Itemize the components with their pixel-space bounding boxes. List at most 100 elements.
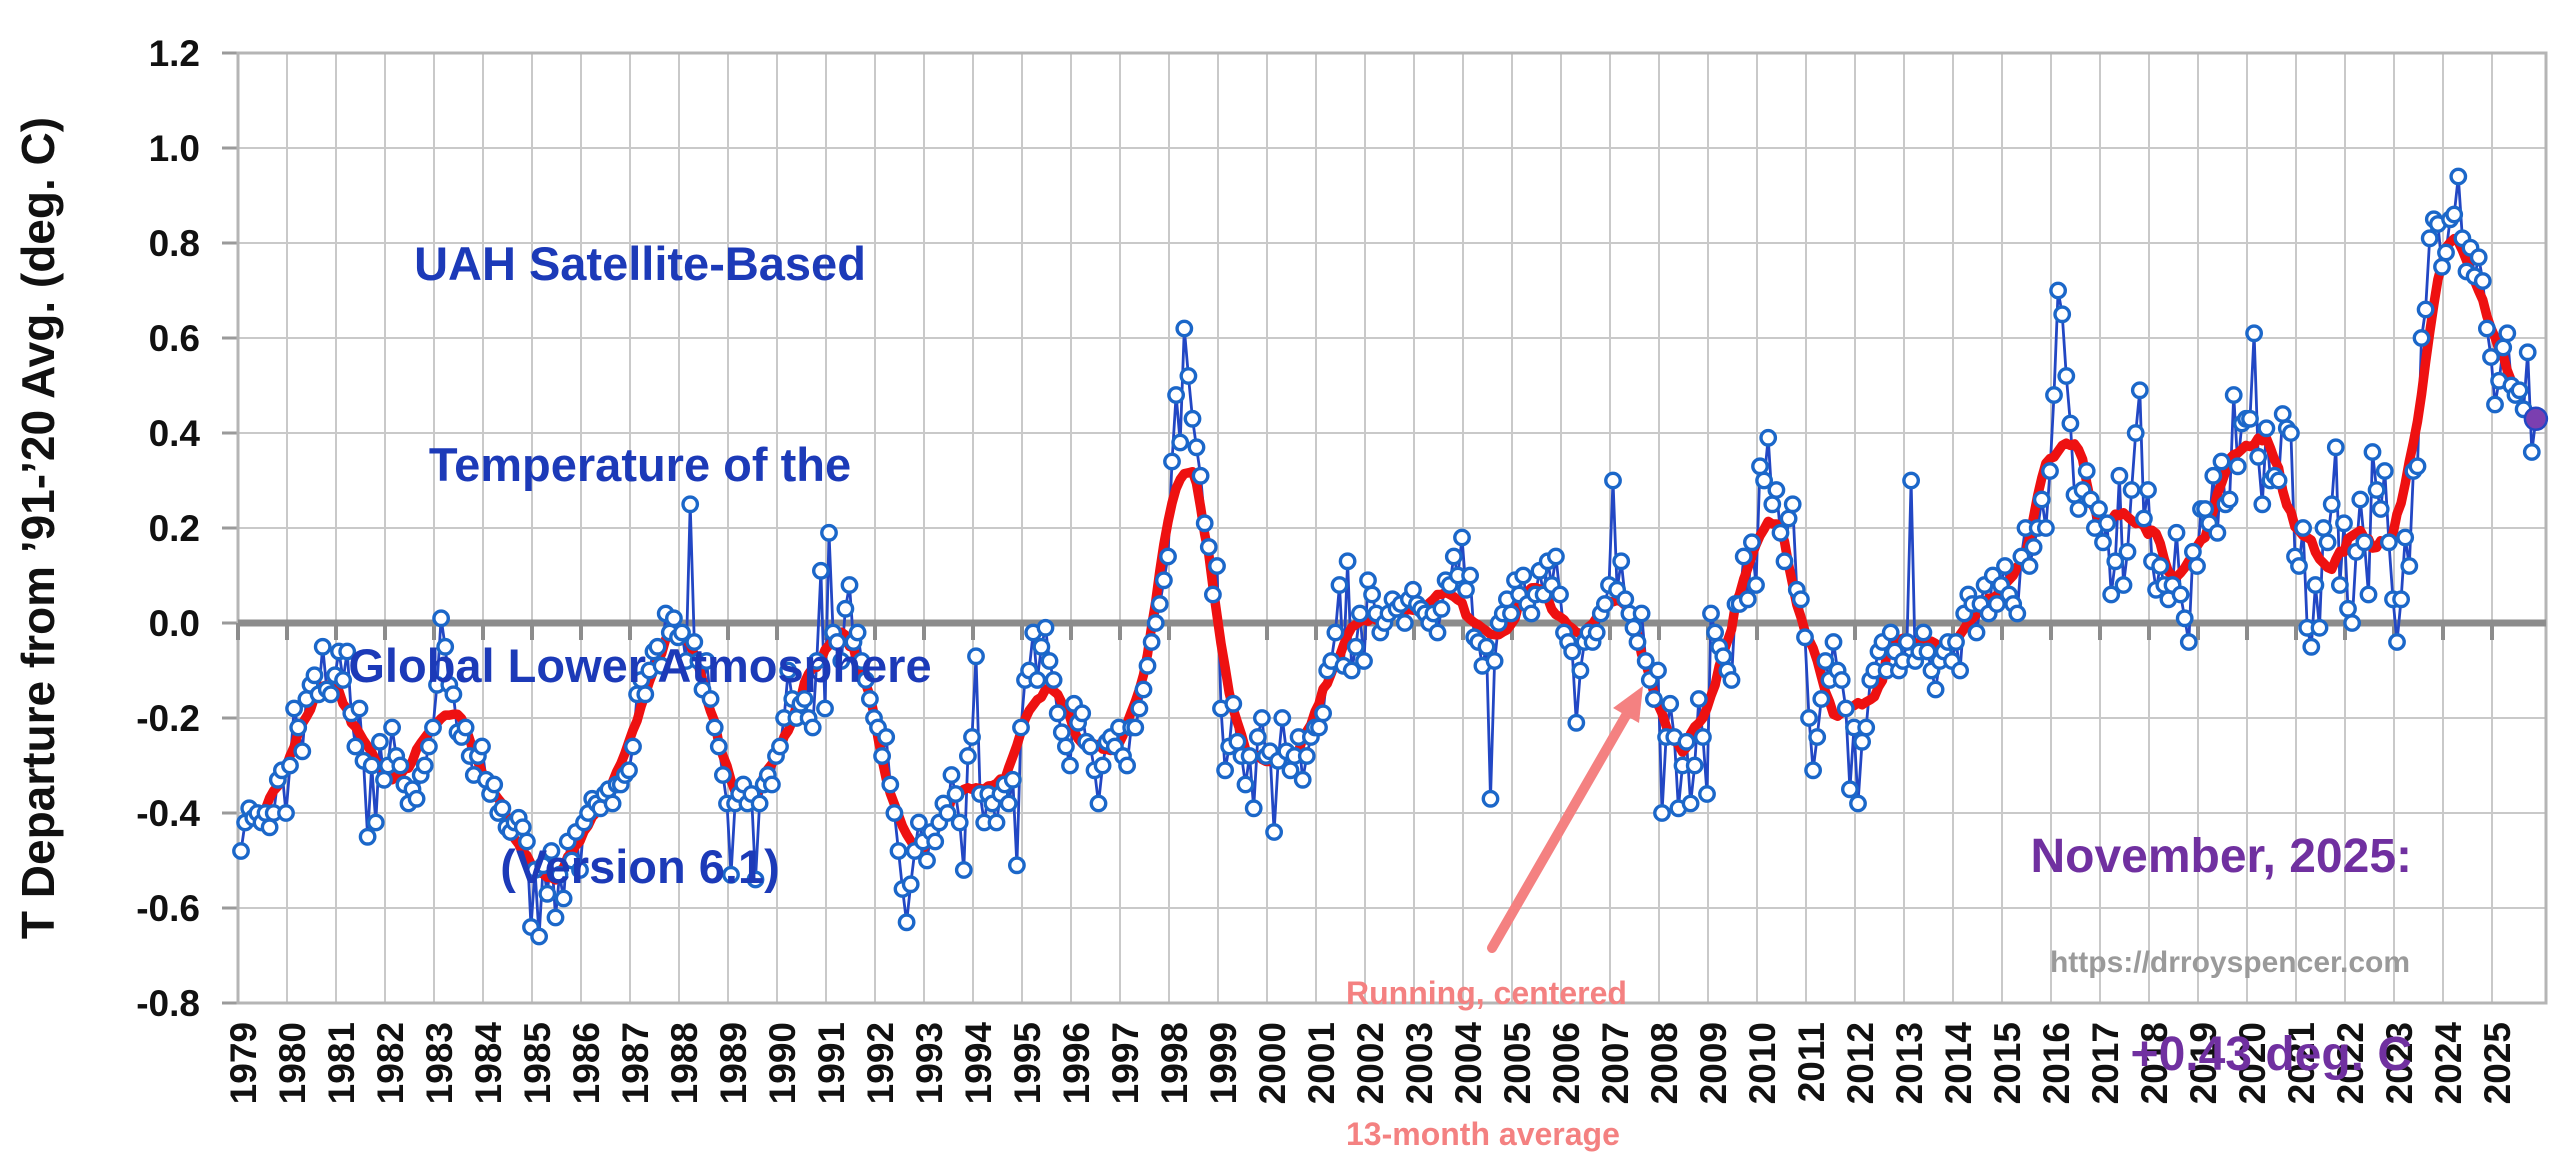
y-tick-label: 1.0: [149, 128, 200, 169]
data-point: [358, 827, 377, 846]
data-point: [2371, 500, 2390, 518]
data-point: [1853, 732, 1872, 751]
data-point: [705, 718, 724, 737]
y-axis-label: T Departure from ’91-’20 Avg. (deg. C): [12, 116, 64, 940]
data-point: [1183, 409, 1202, 428]
x-year-label: 2010: [1742, 1022, 1783, 1104]
data-point: [1081, 737, 1100, 756]
data-point: [681, 495, 700, 514]
data-point: [518, 832, 536, 851]
data-point: [1134, 680, 1153, 699]
data-point: [485, 775, 504, 794]
data-point: [1596, 595, 1614, 613]
data-point: [1775, 552, 1794, 571]
data-point: [1551, 585, 1569, 604]
data-point: [313, 637, 332, 656]
data-point: [950, 813, 969, 832]
data-point: [697, 652, 716, 670]
data-point: [2339, 599, 2357, 618]
arrow-shaft: [1487, 701, 1637, 953]
data-point: [1685, 756, 1704, 775]
data-point: [2363, 443, 2382, 461]
data-point: [366, 813, 385, 832]
data-point: [281, 756, 299, 775]
data-point: [1167, 386, 1186, 404]
data-point: [1453, 528, 1471, 547]
data-point: [2379, 533, 2398, 552]
data-point: [2224, 386, 2243, 404]
data-point: [1146, 614, 1165, 632]
data-point: [2310, 618, 2329, 637]
data-point: [959, 747, 977, 765]
data-point: [881, 775, 900, 794]
arrow-head: [1613, 686, 1643, 723]
data-point: [1179, 367, 1198, 385]
data-point: [1547, 547, 1565, 566]
data-point: [2167, 523, 2186, 542]
data-point: [1428, 623, 1447, 642]
data-point: [2290, 557, 2308, 575]
data-point: [1571, 661, 1590, 680]
data-point: [1040, 652, 1059, 670]
annotation-arrow: [1487, 686, 1643, 953]
data-point: [2208, 523, 2227, 542]
data-point: [2106, 552, 2125, 571]
data-point: [305, 666, 324, 685]
data-point: [2134, 509, 2153, 528]
data-point: [636, 685, 655, 704]
data-point: [1028, 671, 1047, 689]
data-point: [1293, 770, 1312, 789]
data-point: [897, 913, 916, 932]
data-point: [750, 794, 769, 813]
data-point: [2175, 609, 2194, 628]
data-point: [2388, 633, 2406, 651]
data-point: [2122, 481, 2141, 499]
latest-data-point: [2523, 406, 2549, 432]
data-point: [1836, 699, 1855, 718]
latest-value-annotation: November, 2025: +0.43 deg. C: [1900, 692, 2412, 1152]
y-tick-label: 0.2: [149, 508, 200, 549]
data-point: [2486, 395, 2504, 414]
data-point: [2041, 462, 2059, 480]
data-point: [1175, 319, 1194, 338]
data-point: [926, 832, 945, 851]
x-year-label: 1997: [1105, 1022, 1146, 1104]
data-point: [795, 690, 814, 708]
chart-title-line: Global Lower Atmosphere: [348, 639, 932, 692]
data-point: [2437, 243, 2455, 262]
x-year-label: 2020: [2232, 1022, 2273, 1104]
data-point: [1310, 718, 1328, 737]
data-point: [1044, 671, 1063, 689]
data-point: [2326, 438, 2345, 457]
data-point: [2498, 324, 2517, 343]
x-year-label: 1986: [566, 1022, 607, 1104]
data-point: [1514, 566, 1533, 585]
data-point: [1714, 647, 1733, 666]
data-point: [1812, 690, 1831, 708]
x-year-label: 2007: [1595, 1022, 1636, 1104]
data-point: [2294, 519, 2313, 537]
data-point: [321, 685, 340, 704]
data-point: [1404, 580, 1422, 599]
data-point: [2518, 343, 2537, 362]
data-point: [1338, 552, 1357, 571]
data-point: [362, 756, 381, 775]
x-year-label: 2024: [2428, 1022, 2469, 1105]
data-point: [1926, 680, 1945, 699]
x-year-label: 2021: [2281, 1022, 2322, 1104]
data-point: [2037, 519, 2055, 537]
data-point: [2400, 557, 2419, 575]
data-point: [1342, 661, 1361, 680]
data-point: [493, 799, 512, 818]
data-point: [1236, 775, 1255, 794]
data-point: [1130, 699, 1149, 718]
latest-value-number: +0.43 deg. C: [2130, 1028, 2412, 1081]
data-point: [701, 690, 720, 708]
data-point: [2314, 519, 2333, 537]
data-point: [910, 813, 928, 832]
x-year-label: 2012: [1840, 1022, 1881, 1104]
data-point: [432, 609, 450, 628]
data-point: [2094, 533, 2112, 552]
data-point: [999, 794, 1018, 813]
data-point: [1914, 623, 1933, 642]
